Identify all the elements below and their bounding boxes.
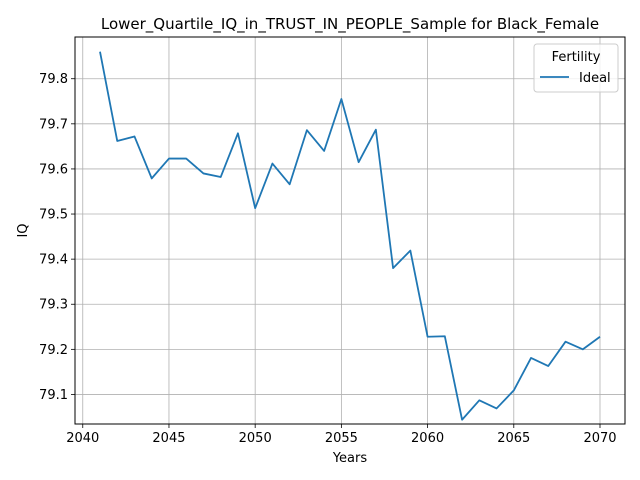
y-axis-label: IQ	[16, 223, 31, 237]
x-tick-label: 2045	[152, 431, 185, 446]
series-layer	[99, 51, 601, 421]
x-tick-label: 2040	[66, 431, 99, 446]
y-tick-label: 79.1	[39, 388, 68, 403]
y-tick-label: 79.2	[39, 343, 68, 358]
series-line-ideal	[99, 51, 601, 421]
legend-box	[533, 43, 619, 93]
x-tick-label: 2050	[239, 431, 272, 446]
grid	[75, 37, 625, 424]
y-tick-label: 79.5	[39, 208, 68, 223]
x-tick-label: 2060	[411, 431, 444, 446]
y-tick-label: 79.6	[39, 162, 68, 177]
y-tick-label: 79.7	[39, 117, 68, 132]
legend: Fertility Ideal	[533, 43, 619, 93]
legend-title: Fertility	[552, 50, 601, 65]
x-axis-label: Years	[332, 451, 368, 466]
x-tick-label: 2070	[583, 431, 616, 446]
x-tick-label: 2055	[325, 431, 358, 446]
ticks: 2040 2045 2050 2055 2060 2065 2070 79.1 79.2 79.3…	[39, 72, 617, 446]
chart-title: Lower_Quartile_IQ_in_TRUST_IN_PEOPLE_Sam…	[101, 15, 599, 34]
y-tick-label: 79.8	[39, 72, 68, 87]
y-tick-label: 79.3	[39, 298, 68, 313]
y-tick-label: 79.4	[39, 253, 68, 268]
x-tick-label: 2065	[497, 431, 530, 446]
legend-entry-label: Ideal	[579, 71, 611, 86]
plot-frame	[74, 36, 626, 425]
